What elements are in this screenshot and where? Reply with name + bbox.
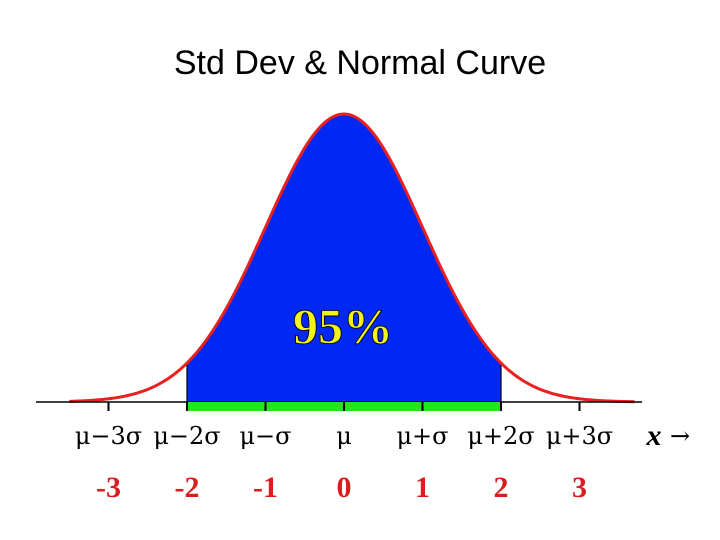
tick-number-label: 2: [494, 471, 509, 504]
normal-curve-line: [69, 112, 635, 404]
x-variable-label: x: [646, 419, 662, 452]
shaded-percent-label: 95%: [293, 298, 393, 354]
tick-symbol-label: μ−3σ: [75, 422, 142, 450]
tick-symbol-label: μ+3σ: [546, 422, 613, 450]
tick-labels: μ−3σ -3 μ−2σ -2 μ−σ -1 μ 0 μ+σ 1 μ+2σ 2 μ+3σ 3: [75, 422, 613, 504]
x-arrow-icon: →: [670, 422, 690, 450]
tick-symbol-label: μ: [336, 422, 352, 450]
tick-number-label: 0: [337, 471, 352, 504]
tick-symbol-label: μ−2σ: [153, 422, 220, 450]
x-axis: [36, 401, 642, 411]
tick-number-label: 3: [572, 471, 587, 504]
tick-number-label: 1: [415, 471, 430, 504]
tick-number-label: -3: [96, 471, 121, 504]
tick-symbol-label: μ+σ: [396, 422, 448, 450]
tick-symbol-label: μ+2σ: [467, 422, 534, 450]
shaded-region-group: [186, 113, 502, 403]
tick-symbol-label: μ−σ: [239, 422, 291, 450]
shaded-area-95: [186, 113, 502, 403]
tick-number-label: -1: [253, 471, 278, 504]
slide-title: Std Dev & Normal Curve: [173, 44, 547, 82]
tick-number-label: -2: [175, 471, 200, 504]
curve-group: [69, 112, 635, 404]
